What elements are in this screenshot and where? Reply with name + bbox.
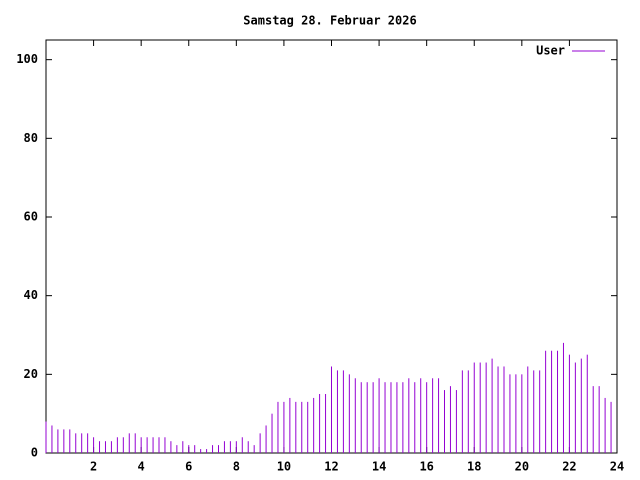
- x-tick-label: 10: [277, 460, 291, 474]
- x-tick-label: 6: [185, 460, 192, 474]
- x-tick-label: 14: [372, 460, 386, 474]
- x-tick-label: 2: [90, 460, 97, 474]
- legend-label: User: [536, 44, 565, 58]
- y-tick-label: 20: [24, 367, 38, 381]
- x-tick-label: 18: [467, 460, 481, 474]
- x-tick-label: 24: [610, 460, 624, 474]
- y-tick-label: 60: [24, 210, 38, 224]
- x-tick-label: 8: [233, 460, 240, 474]
- y-tick-label: 80: [24, 131, 38, 145]
- x-tick-label: 16: [419, 460, 433, 474]
- y-tick-label: 100: [16, 52, 38, 66]
- x-tick-label: 12: [324, 460, 338, 474]
- y-tick-label: 40: [24, 288, 38, 302]
- y-tick-label: 0: [31, 446, 38, 460]
- x-tick-label: 4: [138, 460, 145, 474]
- x-tick-label: 20: [515, 460, 529, 474]
- chart-title: Samstag 28. Februar 2026: [243, 14, 416, 28]
- x-tick-label: 22: [562, 460, 576, 474]
